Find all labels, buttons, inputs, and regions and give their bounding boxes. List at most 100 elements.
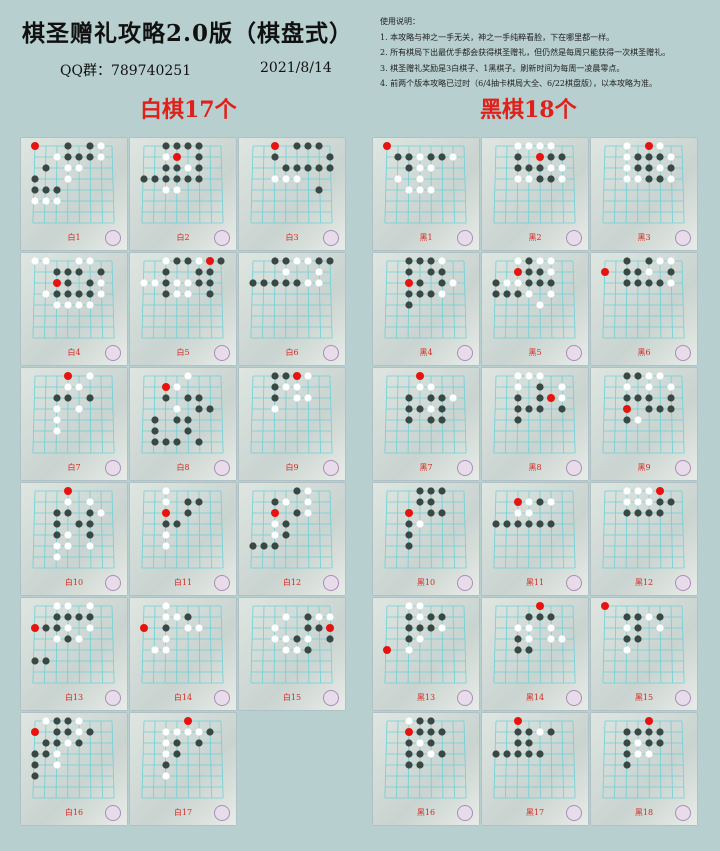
black-board[interactable]: 黑14: [482, 598, 588, 710]
black-board[interactable]: 黑2: [482, 138, 588, 250]
game-seal-icon: [323, 230, 339, 246]
black-stone: [282, 279, 290, 287]
grid-line: [384, 490, 388, 569]
white-stone: [293, 383, 301, 391]
black-board[interactable]: 黑6: [591, 253, 697, 365]
black-board[interactable]: 黑16: [373, 713, 479, 825]
grid-line: [602, 490, 606, 569]
white-stone: [42, 717, 50, 725]
white-stone: [514, 279, 522, 287]
black-stone: [438, 405, 446, 413]
black-board[interactable]: 黑8: [482, 368, 588, 480]
black-board[interactable]: 黑11: [482, 483, 588, 595]
game-seal-icon: [105, 805, 121, 821]
black-board[interactable]: 黑12: [591, 483, 697, 595]
black-board[interactable]: 黑17: [482, 713, 588, 825]
white-stone: [97, 279, 105, 287]
black-board[interactable]: 黑7: [373, 368, 479, 480]
white-stone: [416, 602, 424, 610]
white-board[interactable]: 白17: [130, 713, 236, 825]
page-title: 棋圣赠礼攻略2.0版（棋盘式）: [22, 20, 354, 47]
white-board[interactable]: 白16: [21, 713, 127, 825]
grid-line: [198, 605, 201, 684]
white-board[interactable]: 白3: [239, 138, 345, 250]
black-stone: [31, 175, 39, 183]
white-board[interactable]: 白1: [21, 138, 127, 250]
note-line: 使用说明：: [380, 17, 420, 26]
black-board[interactable]: 黑18: [591, 713, 697, 825]
grid-line: [550, 375, 553, 454]
white-stone: [645, 372, 653, 380]
white-board[interactable]: 白5: [130, 253, 236, 365]
white-stone: [184, 372, 192, 380]
black-stone: [53, 394, 61, 402]
white-board[interactable]: 白6: [239, 253, 345, 365]
black-stone: [282, 257, 290, 265]
grid-line: [505, 720, 508, 799]
black-stone: [31, 772, 39, 780]
white-stone: [86, 257, 94, 265]
white-stone: [75, 405, 83, 413]
white-board[interactable]: 白15: [239, 598, 345, 710]
black-board[interactable]: 黑1: [373, 138, 479, 250]
grid-line: [141, 490, 145, 569]
white-stone: [151, 279, 159, 287]
white-board[interactable]: 白11: [130, 483, 236, 595]
grid-line: [262, 145, 265, 224]
white-stone: [173, 279, 181, 287]
white-stone: [75, 728, 83, 736]
black-stone: [173, 750, 181, 758]
black-board[interactable]: 黑3: [591, 138, 697, 250]
black-stone: [293, 509, 301, 517]
white-stone: [162, 646, 170, 654]
white-board[interactable]: 白12: [239, 483, 345, 595]
white-board[interactable]: 白10: [21, 483, 127, 595]
white-board[interactable]: 白8: [130, 368, 236, 480]
white-board[interactable]: 白2: [130, 138, 236, 250]
white-stone: [667, 383, 675, 391]
black-stone: [634, 624, 642, 632]
board-label: 黑11: [525, 578, 545, 587]
black-board[interactable]: 黑15: [591, 598, 697, 710]
black-board[interactable]: 黑10: [373, 483, 479, 595]
best-move-stone: [173, 153, 181, 161]
white-board[interactable]: 白14: [130, 598, 236, 710]
grid-line: [452, 375, 455, 454]
black-stone: [645, 153, 653, 161]
white-board[interactable]: 白13: [21, 598, 127, 710]
white-stone: [623, 383, 631, 391]
white-board[interactable]: 白7: [21, 368, 127, 480]
grid-line: [602, 720, 606, 799]
best-move-stone: [53, 279, 61, 287]
white-stone: [184, 279, 192, 287]
black-board[interactable]: 黑5: [482, 253, 588, 365]
grid-line: [561, 260, 564, 339]
white-stone: [503, 279, 511, 287]
white-stone: [184, 290, 192, 298]
black-stone: [536, 175, 544, 183]
grid-line: [561, 490, 564, 569]
black-stone: [405, 750, 413, 758]
white-stone: [645, 487, 653, 495]
black-stone: [293, 142, 301, 150]
white-board[interactable]: 白9: [239, 368, 345, 480]
white-board[interactable]: 白4: [21, 253, 127, 365]
board-label: 黑4: [419, 348, 433, 357]
black-stone: [75, 153, 83, 161]
white-stone: [162, 613, 170, 621]
black-stone: [405, 739, 413, 747]
black-stone: [656, 175, 664, 183]
black-board[interactable]: 黑9: [591, 368, 697, 480]
date: 2021/8/14: [260, 60, 332, 76]
black-stone: [271, 372, 279, 380]
black-stone: [427, 153, 435, 161]
black-board[interactable]: 黑13: [373, 598, 479, 710]
grid-line: [209, 605, 212, 684]
grid-line: [681, 605, 685, 684]
black-board[interactable]: 黑4: [373, 253, 479, 365]
black-stone: [184, 416, 192, 424]
black-stone: [405, 405, 413, 413]
grid-line: [262, 375, 265, 454]
grid-line: [505, 375, 508, 454]
white-stone: [558, 383, 566, 391]
